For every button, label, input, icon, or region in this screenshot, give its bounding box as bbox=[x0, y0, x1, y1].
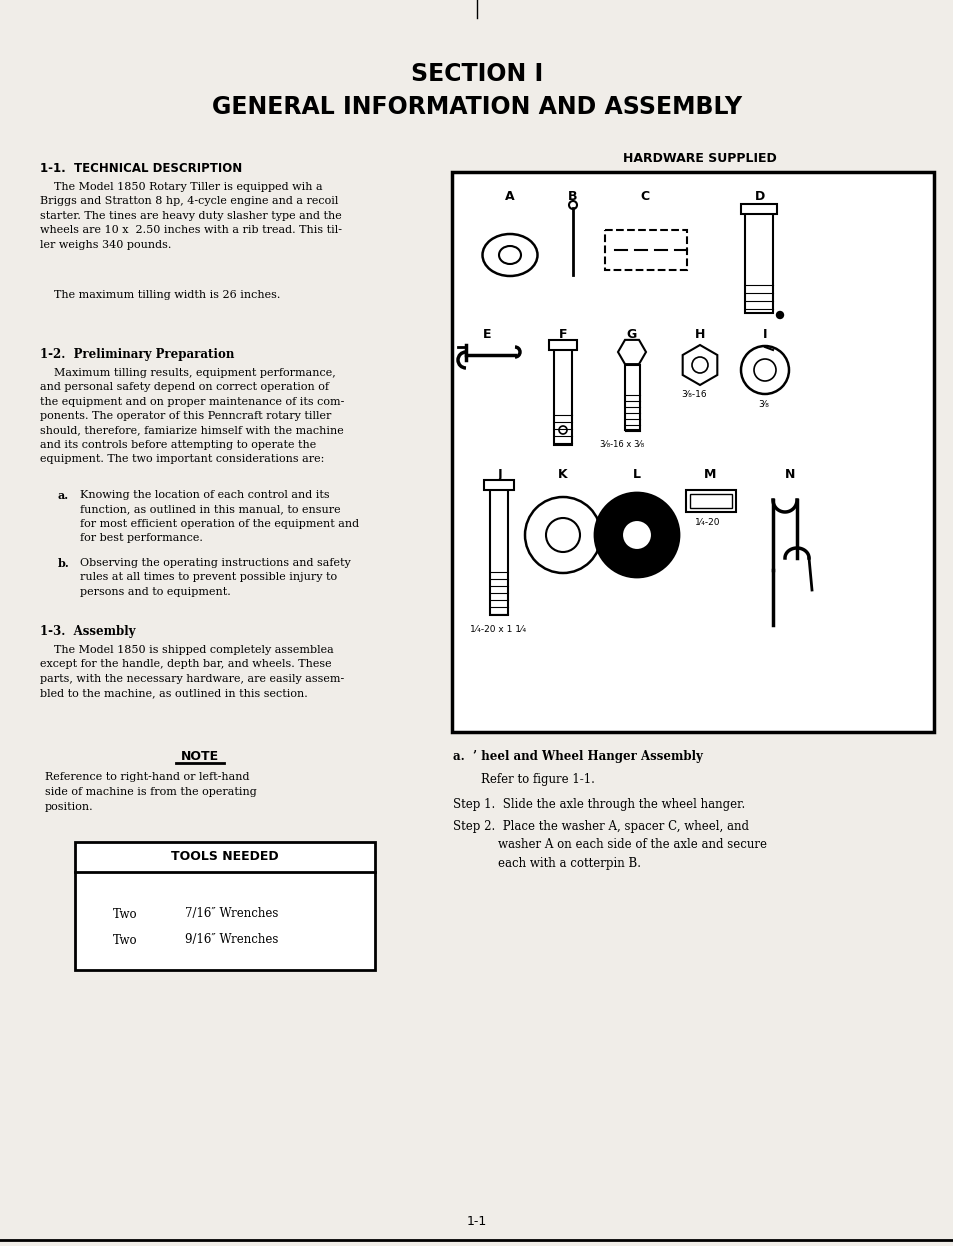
Bar bbox=[604, 231, 686, 270]
Text: J: J bbox=[497, 468, 502, 481]
Text: a.: a. bbox=[58, 490, 69, 501]
Text: SECTION I: SECTION I bbox=[411, 62, 542, 86]
Text: I: I bbox=[762, 328, 766, 341]
Text: 3⁄₈-16 x 3⁄₈: 3⁄₈-16 x 3⁄₈ bbox=[599, 440, 643, 449]
Text: H: H bbox=[694, 328, 704, 341]
Text: a.  ’ heel and Wheel Hanger Assembly: a. ’ heel and Wheel Hanger Assembly bbox=[453, 750, 702, 763]
Text: 1⁄₄-20: 1⁄₄-20 bbox=[695, 518, 720, 527]
Text: NOTE: NOTE bbox=[181, 750, 219, 763]
Circle shape bbox=[776, 312, 782, 319]
Text: G: G bbox=[626, 328, 637, 341]
Text: HARDWARE SUPPLIED: HARDWARE SUPPLIED bbox=[622, 152, 776, 164]
Text: 7/16″ Wrenches: 7/16″ Wrenches bbox=[185, 907, 278, 921]
Bar bbox=[548, 340, 577, 350]
Text: Reference to right-hand or left-hand
side of machine is from the operating
posit: Reference to right-hand or left-hand sid… bbox=[45, 773, 256, 811]
Bar bbox=[685, 490, 735, 512]
Text: Step 2.  Place the washer A, spacer C, wheel, and
            washer A on each s: Step 2. Place the washer A, spacer C, wh… bbox=[453, 820, 766, 870]
Text: K: K bbox=[558, 468, 567, 481]
Circle shape bbox=[621, 520, 651, 549]
Text: F: F bbox=[558, 328, 567, 341]
Bar bbox=[75, 842, 375, 969]
Text: B: B bbox=[568, 189, 578, 203]
Text: D: D bbox=[754, 189, 764, 203]
Text: 1-2.  Preliminary Preparation: 1-2. Preliminary Preparation bbox=[40, 348, 234, 361]
Text: 3⁄₈: 3⁄₈ bbox=[758, 400, 768, 409]
Bar bbox=[689, 493, 731, 508]
Bar bbox=[740, 204, 776, 214]
Text: M: M bbox=[703, 468, 716, 481]
Text: Step 1.  Slide the axle through the wheel hanger.: Step 1. Slide the axle through the wheel… bbox=[453, 797, 744, 811]
Text: L: L bbox=[633, 468, 640, 481]
Text: 1-1: 1-1 bbox=[466, 1215, 487, 1229]
Text: 3⁄₈-16: 3⁄₈-16 bbox=[680, 390, 706, 399]
Text: Maximum tilling results, equipment performance,
and personal safety depend on co: Maximum tilling results, equipment perfo… bbox=[40, 368, 344, 465]
Bar bbox=[452, 172, 933, 731]
Bar bbox=[744, 208, 772, 313]
Bar bbox=[490, 485, 507, 616]
Text: 1⁄₄-20 x 1 1⁄₄: 1⁄₄-20 x 1 1⁄₄ bbox=[470, 625, 525, 634]
Text: E: E bbox=[482, 328, 491, 341]
Text: C: C bbox=[639, 189, 649, 203]
Text: Two: Two bbox=[112, 907, 137, 921]
Text: N: N bbox=[784, 468, 795, 481]
Text: TOOLS NEEDED: TOOLS NEEDED bbox=[171, 851, 278, 863]
Text: 1-3.  Assembly: 1-3. Assembly bbox=[40, 625, 135, 638]
Text: Two: Two bbox=[112, 933, 137, 947]
Text: Observing the operating instructions and safety
rules at all times to prevent po: Observing the operating instructions and… bbox=[80, 558, 351, 597]
Text: 9/16″ Wrenches: 9/16″ Wrenches bbox=[185, 933, 278, 947]
Text: 1-1.  TECHNICAL DESCRIPTION: 1-1. TECHNICAL DESCRIPTION bbox=[40, 162, 242, 174]
Text: The Model 1850 Rotary Tiller is equipped wih a
Briggs and Stratton 8 hp, 4-cycle: The Model 1850 Rotary Tiller is equipped… bbox=[40, 182, 341, 249]
Text: b.: b. bbox=[58, 558, 70, 569]
Bar bbox=[554, 345, 572, 445]
Bar bbox=[624, 365, 639, 430]
Text: Refer to figure 1-1.: Refer to figure 1-1. bbox=[480, 773, 595, 786]
Text: The Model 1850 is shipped completely assemblea
except for the handle, depth bar,: The Model 1850 is shipped completely ass… bbox=[40, 645, 344, 698]
Text: A: A bbox=[505, 189, 515, 203]
Circle shape bbox=[595, 493, 679, 577]
Bar bbox=[483, 480, 514, 490]
Text: GENERAL INFORMATION AND ASSEMBLY: GENERAL INFORMATION AND ASSEMBLY bbox=[212, 95, 741, 120]
Text: Knowing the location of each control and its
function, as outlined in this manua: Knowing the location of each control and… bbox=[80, 490, 358, 543]
Text: The maximum tilling width is 26 inches.: The maximum tilling width is 26 inches. bbox=[40, 290, 280, 300]
